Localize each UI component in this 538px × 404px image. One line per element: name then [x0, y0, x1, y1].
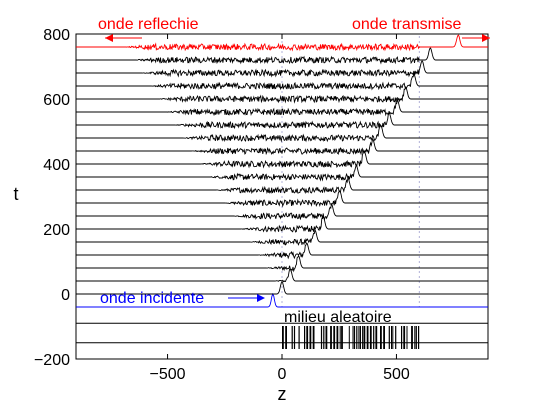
- y-tick-label: 0: [61, 287, 70, 304]
- arrow-transmitted-right: [462, 34, 490, 42]
- trace-line: [76, 124, 488, 143]
- medium-bar: [356, 326, 358, 349]
- trace-line: [76, 34, 488, 52]
- medium-bar: [325, 326, 328, 349]
- medium-bar: [375, 326, 378, 349]
- plot-area: [75, 33, 489, 360]
- y-tick-label: 800: [43, 27, 70, 44]
- medium-bar: [323, 326, 325, 349]
- medium-bar: [369, 326, 372, 349]
- medium-bar: [406, 326, 408, 349]
- trace-line: [76, 190, 488, 208]
- x-tick-label: 0: [278, 366, 287, 383]
- medium-bar: [383, 326, 385, 349]
- medium-bar: [363, 326, 366, 349]
- y-tick-label: 600: [43, 92, 70, 109]
- trace-line: [76, 98, 488, 117]
- trace-line: [76, 281, 488, 295]
- medium-bar: [373, 326, 375, 349]
- trace-line: [76, 292, 488, 308]
- medium-bar: [341, 326, 343, 349]
- medium-bar: [282, 326, 284, 349]
- medium-bar: [362, 326, 364, 349]
- x-tick-label: 500: [383, 366, 410, 383]
- trace-line: [76, 228, 488, 246]
- medium-bar: [418, 326, 420, 349]
- medium-bar: [348, 326, 350, 349]
- medium-bar: [380, 326, 382, 349]
- trace-line: [76, 176, 488, 195]
- annotation-reflected: onde reflechie: [98, 16, 199, 33]
- medium-bar: [298, 326, 300, 349]
- random-medium-barcode: [282, 326, 420, 349]
- y-axis-ticks: −200 0 200 400 600 800: [34, 27, 488, 369]
- trace-line: [76, 202, 488, 221]
- medium-bar: [352, 326, 354, 349]
- medium-bar: [309, 326, 312, 349]
- trace-group: [76, 34, 488, 344]
- annotation-transmitted: onde transmise: [352, 16, 461, 33]
- medium-bar: [359, 326, 361, 349]
- trace-line: [76, 150, 488, 169]
- annotation-medium: milieu aleatoire: [284, 309, 392, 326]
- trace-line: [76, 60, 488, 78]
- medium-bar: [414, 326, 416, 349]
- medium-bar: [339, 326, 341, 349]
- medium-bar: [336, 326, 339, 349]
- medium-bar: [291, 326, 293, 349]
- trace-line: [76, 163, 488, 182]
- trace-line: [76, 72, 488, 91]
- medium-bar: [312, 326, 315, 349]
- medium-bar: [401, 326, 403, 349]
- x-tick-label: −500: [150, 366, 186, 383]
- medium-bar: [333, 326, 336, 349]
- y-tick-label: 400: [43, 157, 70, 174]
- medium-bar: [306, 326, 309, 349]
- x-axis-label: z: [278, 384, 287, 404]
- medium-bar: [320, 326, 323, 349]
- trace-line: [76, 255, 488, 273]
- trace-line: [76, 242, 488, 260]
- medium-bar: [391, 326, 392, 349]
- trace-line: [76, 47, 488, 65]
- medium-bar: [415, 326, 417, 349]
- trace-line: [76, 137, 488, 156]
- medium-bar: [353, 326, 356, 349]
- medium-bar: [285, 326, 287, 349]
- medium-bar: [358, 326, 360, 349]
- medium-bar: [392, 326, 394, 349]
- y-axis-label: t: [13, 184, 18, 204]
- medium-bar: [330, 326, 332, 349]
- medium-bar: [293, 326, 296, 349]
- y-tick-label: −200: [34, 352, 70, 369]
- trace-line: [76, 268, 488, 283]
- x-axis-ticks: −500 0 500: [150, 34, 410, 383]
- trace-line: [76, 216, 488, 233]
- medium-bar: [304, 326, 306, 349]
- arrow-reflected-left: [105, 34, 142, 42]
- arrow-incident-right: [228, 294, 265, 302]
- medium-bar: [366, 326, 369, 349]
- y-tick-label: 200: [43, 222, 70, 239]
- annotation-incident: onde incidente: [100, 290, 204, 307]
- trace-line: [76, 112, 488, 130]
- medium-bar: [395, 326, 397, 349]
- trace-line: [76, 85, 488, 104]
- medium-bar: [411, 326, 413, 349]
- medium-bar: [403, 326, 406, 349]
- medium-bar: [388, 326, 390, 349]
